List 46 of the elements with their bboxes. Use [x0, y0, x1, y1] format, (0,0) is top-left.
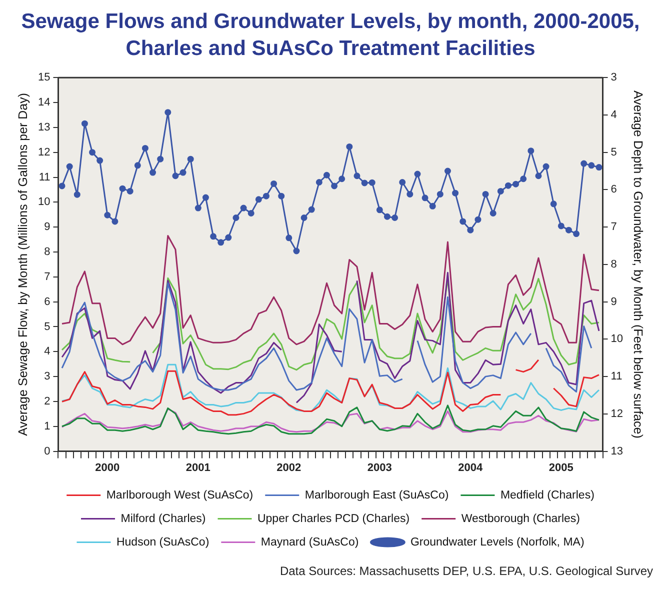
x-tick-label: 2005 [548, 462, 574, 474]
y-tick-label: 6 [44, 296, 50, 308]
y-axis-title: Average Sewage Flow, by Month (Millions of Gallons per Day) [16, 92, 30, 436]
y-tick-label: 9 [44, 221, 50, 234]
y-tick-label: 0 [44, 445, 50, 458]
text: Data Sources: Massachusetts DEP, U.S. EPA, U.S. Geological Survey [278, 564, 653, 578]
x-tick-label: 2003 [367, 462, 392, 474]
x-tick-label: 2000 [95, 462, 120, 474]
y2-tick-label: 6 [610, 184, 617, 196]
y-tick-label: 12 [38, 146, 50, 158]
y-tick-label: 8 [44, 246, 50, 258]
y-tick-label: 14 [38, 96, 50, 109]
y2-tick-label: 9 [610, 296, 617, 308]
y-tick-label: 10 [38, 196, 50, 208]
y-tick-label: 2 [44, 396, 50, 408]
y-tick-label: 1 [44, 420, 50, 432]
legend-label: Marlborough West (SuAsCo) [106, 489, 254, 502]
legend-label: Milford (Charles) [120, 512, 206, 525]
legend-label: Maynard (SuAsCo) [260, 536, 359, 548]
x-tick-label: 2004 [458, 462, 484, 474]
y-tick-label: 5 [44, 320, 50, 333]
y2-tick-label: 3 [610, 72, 617, 84]
y2-tick-label: 7 [610, 221, 617, 234]
y2-tick-label: 13 [610, 445, 624, 458]
y-tick-label: 7 [44, 270, 50, 283]
y2-tick-label: 8 [610, 258, 617, 270]
x-tick-label: 2001 [186, 462, 210, 474]
legend-label: Marlborough East (SuAsCo) [304, 489, 449, 502]
y-tick-label: 11 [38, 171, 50, 184]
legend-label: Westborough (Charles) [461, 512, 580, 525]
legend-label: Groundwater Levels (Norfolk, MA) [410, 536, 584, 548]
y2-tick-label: 12 [610, 408, 624, 420]
y2-axis-title: Average Depth to Groundwater, by Month (Feet below surface) [631, 90, 646, 438]
legend-label: Upper Charles PCD (Charles) [257, 512, 410, 525]
y-tick-label: 15 [38, 72, 50, 84]
y-tick-label: 4 [44, 346, 50, 358]
y-tick-label: 3 [44, 370, 50, 383]
y-tick-label: 13 [38, 121, 50, 134]
x-tick-label: 2002 [276, 462, 302, 474]
y2-tick-label: 5 [610, 146, 617, 158]
legend-label: Hudson (SuAsCo) [116, 536, 210, 548]
y2-tick-label: 4 [610, 109, 617, 121]
y2-tick-label: 10 [610, 333, 624, 346]
legend-label: Medfield (Charles) [500, 489, 595, 502]
y2-tick-label: 11 [610, 370, 622, 383]
chart-title: Sewage Flows and Groundwater Levels, by month, 2000-2005, Charles and SuAsCo Treatment Facilities [20, 9, 641, 62]
